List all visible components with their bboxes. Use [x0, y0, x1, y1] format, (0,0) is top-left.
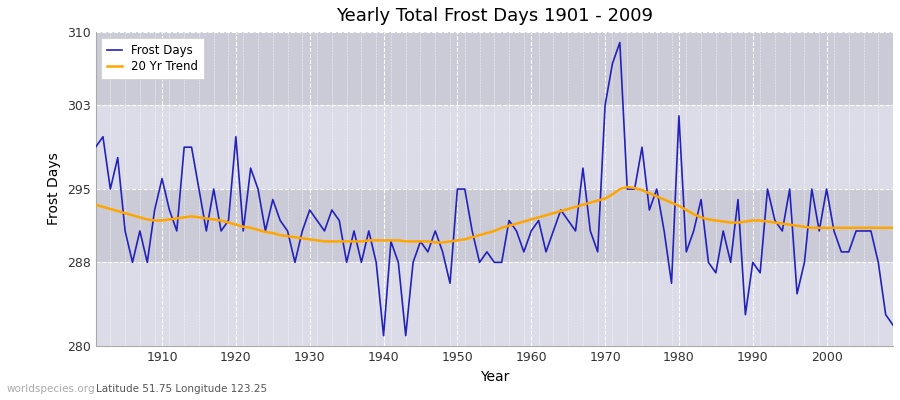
Frost Days: [90, 145, 101, 150]
20 Yr Trend: [149, 218, 160, 223]
Frost Days: [629, 187, 640, 192]
Line: Frost Days: Frost Days: [95, 42, 893, 336]
Frost Days: [533, 218, 544, 223]
Y-axis label: Frost Days: Frost Days: [48, 153, 61, 226]
Line: 20 Yr Trend: 20 Yr Trend: [95, 187, 893, 242]
20 Yr Trend: [356, 239, 367, 244]
20 Yr Trend: [887, 226, 898, 230]
Frost Days: [356, 260, 367, 265]
Frost Days: [615, 40, 626, 45]
Frost Days: [378, 333, 389, 338]
Frost Days: [311, 218, 322, 223]
Text: worldspecies.org: worldspecies.org: [7, 384, 95, 394]
Frost Days: [149, 208, 160, 212]
Text: Latitude 51.75 Longitude 123.25: Latitude 51.75 Longitude 123.25: [95, 384, 266, 394]
Title: Yearly Total Frost Days 1901 - 2009: Yearly Total Frost Days 1901 - 2009: [336, 7, 652, 25]
Bar: [95, 189, 893, 262]
Bar: [95, 262, 893, 346]
20 Yr Trend: [90, 202, 101, 207]
Frost Days: [526, 228, 536, 233]
20 Yr Trend: [526, 217, 536, 222]
20 Yr Trend: [533, 215, 544, 220]
Legend: Frost Days, 20 Yr Trend: Frost Days, 20 Yr Trend: [102, 38, 204, 79]
Bar: [95, 105, 893, 189]
Frost Days: [887, 323, 898, 328]
20 Yr Trend: [430, 240, 441, 245]
20 Yr Trend: [622, 184, 633, 189]
20 Yr Trend: [311, 238, 322, 243]
X-axis label: Year: Year: [480, 370, 509, 384]
Bar: [95, 32, 893, 105]
20 Yr Trend: [629, 186, 640, 190]
